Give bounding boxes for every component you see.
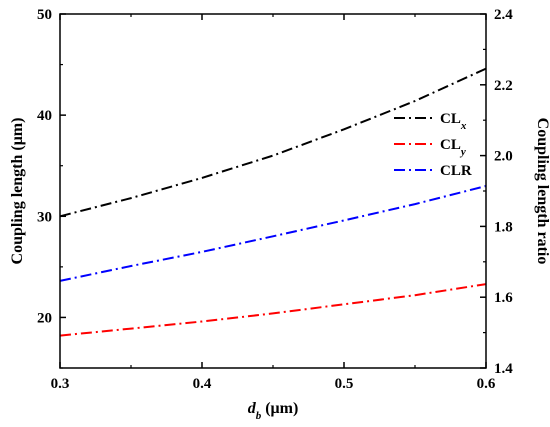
legend: CLx CLy CLR xyxy=(394,111,472,179)
y-right-tick-label: 2.2 xyxy=(494,78,513,94)
legend-label-clx: CLx xyxy=(440,111,467,132)
series-line-cly xyxy=(59,283,487,337)
series-layer xyxy=(59,67,487,337)
series-line-clx xyxy=(59,67,487,218)
y-left-tick-label: 20 xyxy=(37,310,52,326)
y-right-tick-label: 2.0 xyxy=(494,149,513,165)
x-tick-label: 0.4 xyxy=(193,376,212,392)
legend-label-clr: CLR xyxy=(440,163,472,179)
x-tick-label: 0.6 xyxy=(477,376,496,392)
x-tick-label: 0.5 xyxy=(335,376,354,392)
plot-frame xyxy=(59,13,487,369)
y-right-tick-label: 1.4 xyxy=(494,361,513,377)
axes-layer: 0.3 0.4 0.5 0.6 20 30 40 50 1.4 1.6 1.8 2.0 2.2 2.4 db… xyxy=(9,7,550,422)
y-left-tick-label: 50 xyxy=(37,7,52,23)
legend-label-cly: CLy xyxy=(440,137,466,158)
series-line-clr xyxy=(59,185,487,282)
y-left-tick-label: 40 xyxy=(37,108,52,124)
x-axis-title: db (μm) xyxy=(248,400,299,422)
y-left-axis-title: Coupling length (μm) xyxy=(9,118,26,265)
y-right-tick-label: 1.6 xyxy=(494,290,513,306)
y-left-tick-label: 30 xyxy=(37,209,52,225)
y-right-tick-label: 2.4 xyxy=(494,7,513,23)
x-tick-label: 0.3 xyxy=(51,376,70,392)
y-right-tick-label: 1.8 xyxy=(494,219,513,235)
y-right-axis-title: Coupling length ratio xyxy=(534,118,550,265)
